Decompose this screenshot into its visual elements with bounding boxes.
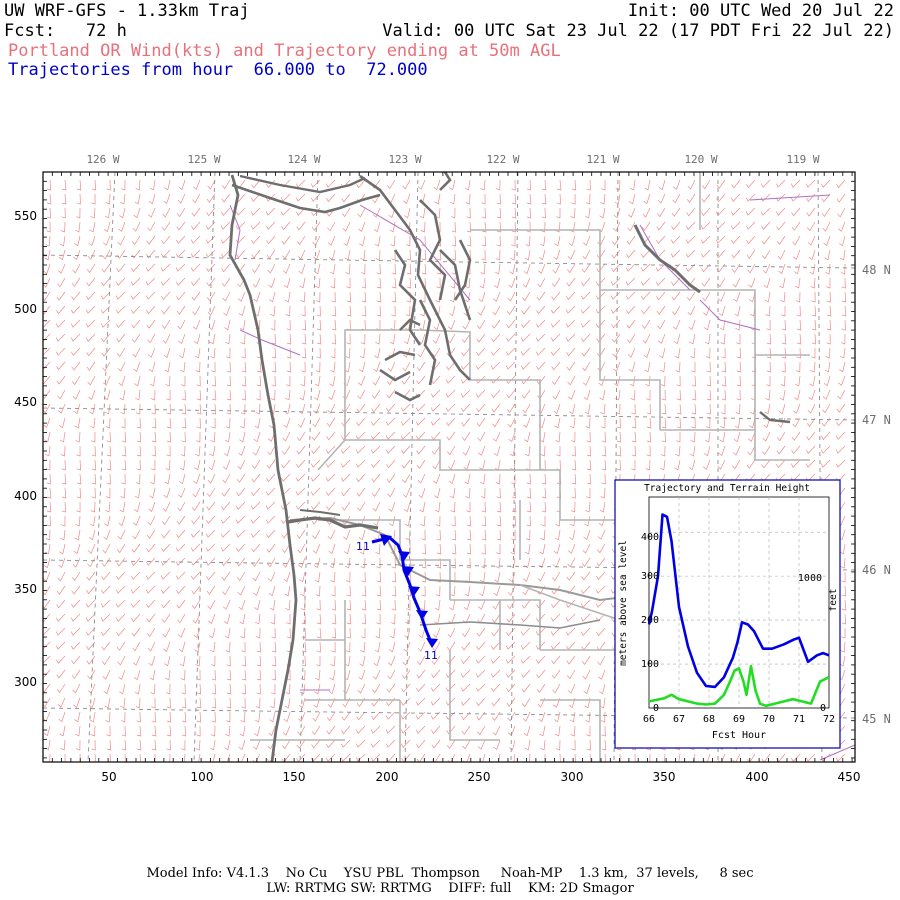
lon-label: 123 W (388, 153, 421, 166)
grid-x-label: 50 (101, 770, 116, 784)
inset-y-tick: 200 (641, 615, 659, 626)
grid-x-label: 400 (746, 770, 769, 784)
lat-label: 47 N (862, 413, 891, 427)
lon-label: 121 W (586, 153, 619, 166)
inset-grid (649, 497, 829, 708)
trajectory-arrow (380, 534, 392, 546)
grid-x-labels: 50 100 150 200 250 300 350 400 450 (101, 770, 860, 784)
lon-label: 119 W (786, 153, 819, 166)
lon-label: 122 W (486, 153, 519, 166)
juan-de-fuca-coast (231, 183, 381, 214)
inset-x-tick: 67 (673, 714, 685, 725)
trajectory-range: Trajectories from hour 66.000 to 72.000 (8, 60, 428, 80)
frame-ticks (42, 171, 855, 762)
pacific-coastline (228, 174, 298, 762)
trajectory (371, 534, 438, 648)
model-info-line-1: Model Info: V4.1.3 No Cu YSU PBL Thompso… (146, 866, 754, 881)
inset-x-tick: 70 (763, 714, 775, 725)
grid-x-label: 150 (283, 770, 306, 784)
grid-y-label: 500 (14, 302, 37, 316)
inset-y2-axis-label: feet (828, 589, 839, 612)
inset-x-axis-label: Fcst Hour (712, 730, 766, 741)
trajectory-arrow (426, 638, 438, 648)
trajectory-arrow (398, 551, 410, 561)
inset-x-ticks: 66 67 68 69 70 71 72 (643, 714, 835, 725)
trajectory-arrow (402, 566, 414, 576)
inset-y2-ticks: 0 1000 (798, 573, 826, 714)
grid-y-label: 450 (14, 395, 37, 409)
model-info-line-2: LW: RRTMG SW: RRTMG DIFF: full KM: 2D Sm… (266, 881, 634, 896)
grid-x-label: 200 (376, 770, 399, 784)
inset-y-tick: 400 (641, 532, 659, 543)
inset-x-tick: 71 (793, 714, 805, 725)
trajectory-arrow (408, 586, 420, 596)
columbia-estuary (287, 516, 379, 530)
inset-y-axis-label: meters above sea level (618, 540, 629, 666)
inset-y2-tick: 0 (820, 703, 826, 714)
inset-x-tick: 72 (823, 714, 835, 725)
trajectory-end-label: 11 (424, 649, 438, 662)
inset-x-tick: 66 (643, 714, 655, 725)
trajectory-start-label: 11 (356, 540, 370, 553)
forecast-hour: Fcst: 72 h (4, 21, 127, 41)
lat-label: 46 N (862, 563, 891, 577)
grid-x-label: 100 (191, 770, 214, 784)
valid-time: Valid: 00 UTC Sat 23 Jul 22 (17 PDT Fri … (382, 21, 894, 41)
latitude-labels: 48 N 47 N 46 N 45 N (862, 263, 891, 726)
lon-label: 125 W (187, 153, 220, 166)
political-borders (250, 172, 810, 762)
grid-x-label: 350 (653, 770, 676, 784)
inset-title: Trajectory and Terrain Height (644, 483, 810, 494)
inset-y2-tick: 1000 (798, 573, 822, 584)
lon-label: 120 W (684, 153, 717, 166)
grid-y-label: 550 (14, 209, 37, 223)
grid-x-label: 250 (468, 770, 491, 784)
inset-x-tick: 68 (703, 714, 715, 725)
puget-sound (359, 172, 472, 402)
lon-label: 126 W (86, 153, 119, 166)
grid-y-labels: 550 500 450 400 350 300 (14, 209, 37, 689)
grid-y-label: 400 (14, 489, 37, 503)
grid-y-label: 350 (14, 582, 37, 596)
longitude-labels: 126 W 125 W 124 W 123 W 122 W 121 W 120 … (86, 153, 819, 166)
grid-y-label: 300 (14, 675, 37, 689)
lon-label: 124 W (287, 153, 320, 166)
grid-x-label: 450 (838, 770, 861, 784)
inset-chart: Trajectory and Terrain Height 66 67 68 6… (614, 479, 841, 749)
inset-series (647, 513, 830, 708)
plot-subtitle: Portland OR Wind(kts) and Trajectory end… (8, 41, 561, 61)
grid-x-label: 300 (561, 770, 584, 784)
inland-lake (633, 224, 701, 294)
inset-x-tick: 69 (733, 714, 745, 725)
trajectory-height-line (647, 513, 830, 689)
lat-label: 45 N (862, 712, 891, 726)
terrain-height-line (648, 664, 830, 708)
inset-y-tick: 100 (641, 659, 659, 670)
inset-y-tick: 0 (653, 703, 659, 714)
inset-y-ticks: 0 100 200 300 400 (641, 532, 659, 714)
init-time: Init: 00 UTC Wed 20 Jul 22 (627, 1, 894, 21)
trajectory-arrow (416, 610, 428, 620)
map-frame (42, 171, 856, 763)
inset-y-tick: 300 (641, 571, 659, 582)
plot-title: UW WRF-GFS - 1.33km Traj (4, 1, 250, 21)
lat-label: 48 N (862, 263, 891, 277)
